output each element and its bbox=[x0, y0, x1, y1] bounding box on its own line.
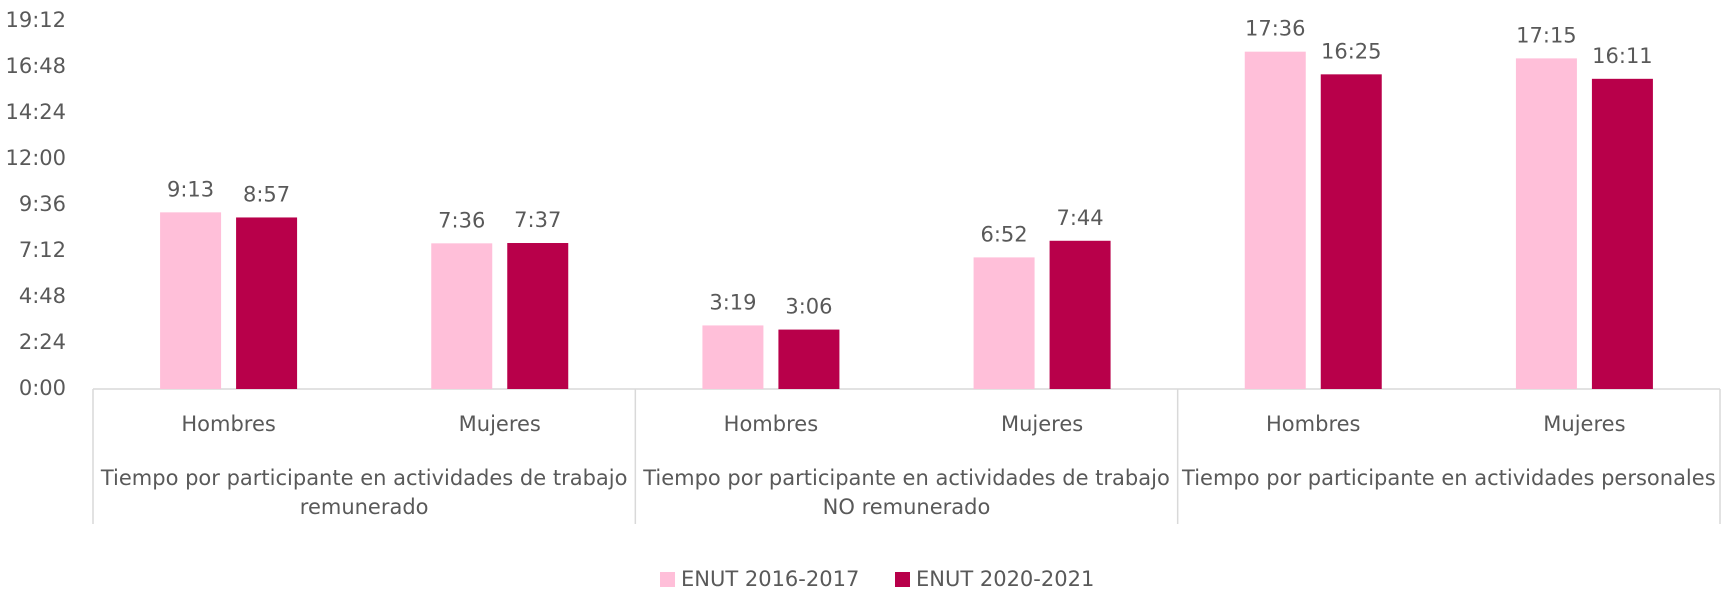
legend-swatch bbox=[895, 572, 910, 587]
x-tick-label: Hombres bbox=[724, 412, 818, 436]
bar bbox=[1320, 74, 1382, 389]
x-tick-label: Mujeres bbox=[1001, 412, 1083, 436]
y-tick-label: 19:12 bbox=[5, 8, 66, 32]
y-tick-label: 16:48 bbox=[5, 54, 66, 78]
value-label: 3:19 bbox=[709, 290, 756, 314]
y-tick-label: 7:12 bbox=[19, 238, 66, 262]
y-tick-label: 14:24 bbox=[5, 100, 66, 124]
bar bbox=[1244, 51, 1306, 390]
group-label: Tiempo por participante en actividades p… bbox=[1181, 466, 1716, 490]
group-label: Tiempo por participante en actividades d… bbox=[100, 466, 628, 490]
group-label: remunerado bbox=[300, 495, 429, 519]
value-label: 16:25 bbox=[1321, 39, 1382, 63]
y-tick-label: 9:36 bbox=[19, 192, 66, 216]
legend-swatch bbox=[660, 572, 675, 587]
value-label: 6:52 bbox=[980, 222, 1027, 246]
bar bbox=[1515, 58, 1577, 389]
bar bbox=[1591, 78, 1653, 390]
bar bbox=[160, 212, 222, 389]
value-label: 3:06 bbox=[785, 295, 832, 319]
value-label: 17:15 bbox=[1516, 23, 1577, 47]
y-tick-label: 4:48 bbox=[19, 284, 66, 308]
bar bbox=[431, 243, 493, 389]
value-label: 7:44 bbox=[1056, 206, 1103, 230]
value-label: 9:13 bbox=[167, 177, 214, 201]
x-tick-label: Mujeres bbox=[1543, 412, 1625, 436]
y-tick-label: 2:24 bbox=[19, 330, 66, 354]
y-tick-label: 0:00 bbox=[19, 376, 66, 400]
y-tick-label: 12:00 bbox=[5, 146, 66, 170]
bar bbox=[973, 257, 1035, 389]
value-label: 8:57 bbox=[243, 182, 290, 206]
x-tick-label: Hombres bbox=[1266, 412, 1360, 436]
group-label: NO remunerado bbox=[823, 495, 991, 519]
legend-label: ENUT 2016-2017 bbox=[681, 567, 859, 591]
value-label: 7:37 bbox=[514, 208, 561, 232]
value-label: 17:36 bbox=[1245, 17, 1306, 41]
bar bbox=[778, 329, 840, 389]
bar bbox=[1049, 240, 1111, 389]
bar bbox=[507, 243, 569, 389]
value-label: 16:11 bbox=[1592, 44, 1653, 68]
legend-label: ENUT 2020-2021 bbox=[916, 567, 1094, 591]
value-label: 7:36 bbox=[438, 208, 485, 232]
x-tick-label: Hombres bbox=[181, 412, 275, 436]
x-tick-label: Mujeres bbox=[459, 412, 541, 436]
bar bbox=[236, 217, 298, 389]
bar bbox=[702, 325, 764, 389]
group-label: Tiempo por participante en actividades d… bbox=[642, 466, 1170, 490]
